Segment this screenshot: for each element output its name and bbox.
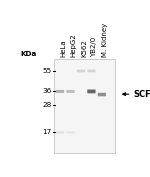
FancyBboxPatch shape xyxy=(66,90,75,93)
FancyBboxPatch shape xyxy=(56,90,64,93)
Text: HepG2: HepG2 xyxy=(70,33,76,57)
Text: 55: 55 xyxy=(43,68,52,74)
Text: YB2/0: YB2/0 xyxy=(91,36,97,57)
FancyBboxPatch shape xyxy=(66,131,75,133)
FancyBboxPatch shape xyxy=(87,70,96,72)
FancyBboxPatch shape xyxy=(98,93,106,96)
Bar xyxy=(54,59,115,153)
Text: K562: K562 xyxy=(81,39,87,57)
Text: 36: 36 xyxy=(43,88,52,94)
Text: M. Kidney: M. Kidney xyxy=(102,22,108,57)
Text: 17: 17 xyxy=(43,129,52,135)
Text: SCF: SCF xyxy=(133,90,150,99)
Text: HeLa: HeLa xyxy=(60,39,66,57)
FancyBboxPatch shape xyxy=(87,90,96,93)
FancyBboxPatch shape xyxy=(77,70,85,72)
FancyBboxPatch shape xyxy=(56,131,64,133)
Text: KDa: KDa xyxy=(20,51,36,57)
Text: 28: 28 xyxy=(43,102,52,108)
